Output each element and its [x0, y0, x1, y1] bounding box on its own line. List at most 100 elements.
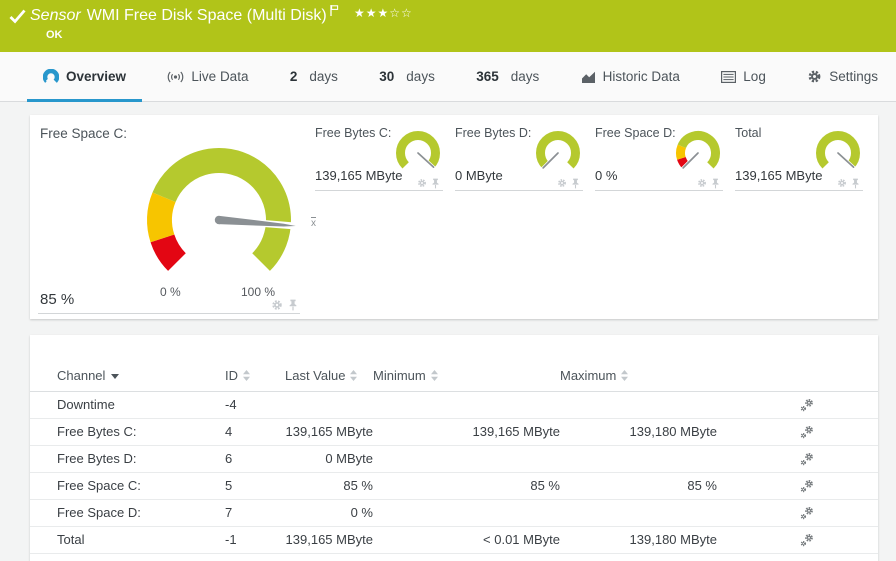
log-list-icon [721, 70, 737, 83]
tab-log[interactable]: Log [705, 52, 782, 101]
cell-channel: Free Bytes D: [30, 445, 225, 473]
cell-id: 5 [225, 472, 285, 500]
tab-2-days-label: days [309, 69, 338, 84]
table-row: Free Space D: 7 0 % [30, 499, 878, 527]
col-header-id-label: ID [225, 368, 238, 384]
cell-maximum [560, 391, 717, 419]
cell-channel: Downtime [30, 391, 225, 419]
channel-gear-icon[interactable] [271, 299, 283, 311]
tab-2-days[interactable]: 2 days [274, 52, 354, 101]
flag-icon[interactable] [330, 5, 339, 16]
tab-365-days[interactable]: 365 days [460, 52, 555, 101]
small-gauge [816, 131, 860, 171]
cell-minimum: 139,165 MByte [373, 418, 560, 446]
tab-365-days-label: days [510, 69, 540, 84]
tab-30-days-number: 30 [379, 69, 395, 84]
col-header-last-value[interactable]: Last Value [285, 361, 373, 392]
col-header-id[interactable]: ID [225, 361, 285, 392]
small-gauge-free-bytes-c: Free Bytes C: 139,165 MByte [315, 121, 443, 201]
tab-live-data-label: Live Data [191, 69, 249, 84]
cell-minimum: < 0.01 MByte [373, 526, 560, 554]
cell-minimum: 85 % [373, 472, 560, 500]
cell-last-value: 85 % [285, 472, 373, 500]
cell-last-value: 139,165 MByte [285, 418, 373, 446]
stars-empty: ☆☆ [389, 6, 413, 20]
small-gauge [396, 131, 440, 171]
cell-minimum [373, 445, 560, 473]
sort-icon [243, 370, 250, 382]
table-row: Total -1 139,165 MByte < 0.01 MByte 139,… [30, 526, 878, 554]
channel-settings-gears-icon[interactable] [800, 425, 814, 439]
pin-icon[interactable] [431, 178, 440, 189]
col-header-maximum[interactable]: Maximum [560, 361, 717, 392]
small-gauge-free-bytes-d: Free Bytes D: 0 MByte [455, 121, 583, 201]
priority-stars[interactable]: ★★★☆☆ [354, 6, 413, 20]
sort-icon [621, 370, 629, 382]
tab-live-data[interactable]: Live Data [151, 52, 264, 101]
cell-maximum [560, 499, 717, 527]
small-gauge-label: Free Bytes D: [455, 126, 532, 140]
channel-gear-icon[interactable] [557, 178, 567, 188]
cell-id: 4 [225, 418, 285, 446]
gauge-scale-min: 0 % [160, 285, 181, 299]
tab-30-days[interactable]: 30 days [363, 52, 451, 101]
channel-gear-icon[interactable] [417, 178, 427, 188]
cell-last-value: 0 % [285, 499, 373, 527]
small-gauge-value: 0 % [595, 168, 618, 183]
tab-30-days-label: days [406, 69, 435, 84]
cell-channel: Free Bytes C: [30, 418, 225, 446]
divider [38, 313, 300, 314]
cell-channel: Free Space D: [30, 499, 225, 527]
divider [735, 190, 863, 191]
tab-historic-data[interactable]: Historic Data [565, 52, 696, 101]
channel-gear-icon[interactable] [697, 178, 707, 188]
col-header-channel[interactable]: Channel [30, 361, 225, 392]
tab-historic-data-label: Historic Data [602, 69, 680, 84]
divider [595, 190, 723, 191]
table-row: Downtime -4 [30, 391, 878, 419]
channel-settings-gears-icon[interactable] [800, 506, 814, 520]
channels-table: Channel ID Last Value Minimum Maximum [30, 361, 878, 554]
cell-last-value: 0 MByte [285, 445, 373, 473]
cell-last-value [285, 391, 373, 419]
cell-id: -1 [225, 526, 285, 554]
col-header-settings [717, 361, 878, 392]
table-header-row: Channel ID Last Value Minimum Maximum [30, 361, 878, 392]
pin-icon[interactable] [851, 178, 860, 189]
pin-icon[interactable] [288, 299, 298, 311]
cell-last-value: 139,165 MByte [285, 526, 373, 554]
tab-overview-label: Overview [66, 69, 127, 84]
pin-icon[interactable] [571, 178, 580, 189]
sensor-word: Sensor [30, 7, 81, 24]
col-header-minimum[interactable]: Minimum [373, 361, 560, 392]
small-gauge-total: Total 139,165 MByte [735, 121, 863, 201]
table-row: Free Bytes C: 4 139,165 MByte 139,165 MB… [30, 418, 878, 446]
channel-settings-gears-icon[interactable] [800, 452, 814, 466]
cell-channel: Free Space C: [30, 472, 225, 500]
tab-bar: Overview Live Data 2 days 30 days 365 da… [0, 52, 896, 102]
sort-icon [350, 370, 358, 382]
tab-log-label: Log [743, 69, 766, 84]
cell-maximum [560, 445, 717, 473]
pin-icon[interactable] [711, 178, 720, 189]
tab-overview[interactable]: Overview [27, 52, 143, 102]
small-gauge-label: Free Bytes C: [315, 126, 392, 140]
channel-settings-gears-icon[interactable] [800, 533, 814, 547]
tab-settings[interactable]: Settings [791, 52, 894, 101]
tab-2-days-number: 2 [289, 69, 298, 84]
channel-settings-gears-icon[interactable] [800, 398, 814, 412]
channel-gear-icon[interactable] [837, 178, 847, 188]
cell-minimum [373, 391, 560, 419]
cell-maximum: 85 % [560, 472, 717, 500]
small-gauge [536, 131, 580, 172]
cell-channel: Total [30, 526, 225, 554]
gauges-panel: Free Space C: x 85 % 0 % 100 % Free Byte… [30, 115, 878, 319]
table-row: Free Bytes D: 6 0 MByte [30, 445, 878, 473]
cell-minimum [373, 499, 560, 527]
ok-check-icon [9, 9, 26, 24]
live-data-icon [168, 71, 184, 82]
channel-settings-gears-icon[interactable] [800, 479, 814, 493]
col-header-minimum-label: Minimum [373, 368, 426, 384]
cell-id: 6 [225, 445, 285, 473]
